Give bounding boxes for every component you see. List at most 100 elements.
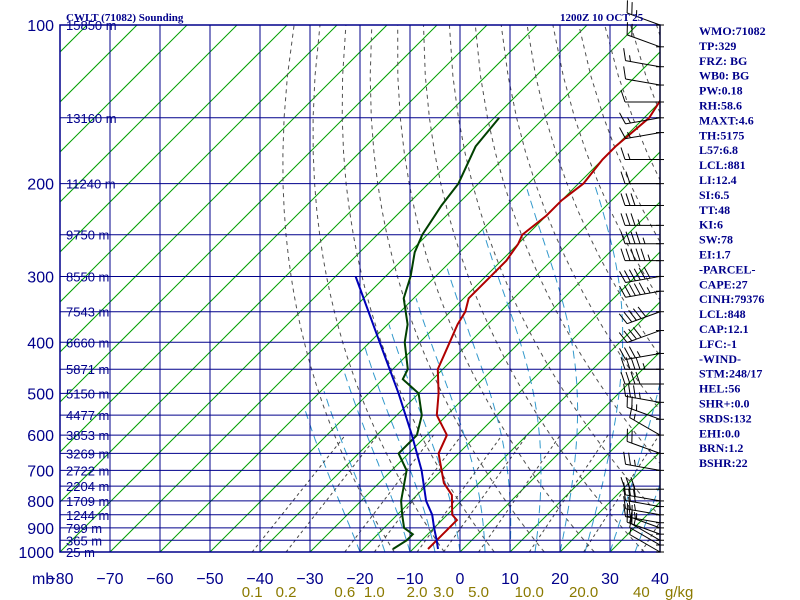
dry-adiabat — [578, 25, 660, 243]
wind-barb-flag — [620, 231, 626, 244]
pressure-tick-label: 600 — [27, 428, 54, 445]
dry-adiabat — [341, 25, 495, 552]
height-label: 15850 m — [66, 18, 117, 33]
pressure-tick-label: 200 — [27, 177, 54, 194]
temperature-tick-label: 30 — [601, 571, 619, 588]
wind-barb-half — [636, 351, 641, 358]
height-label: 7543 m — [66, 305, 109, 320]
mixing-ratio-line — [583, 434, 660, 552]
index-entry: CINH:79376 — [699, 292, 764, 306]
wind-barb-flag — [630, 371, 636, 385]
pressure-tick-label: 900 — [27, 521, 54, 538]
wind-barb-flag — [630, 477, 636, 490]
mixing-ratio-line — [285, 434, 379, 552]
temperature-tick-label: 10 — [501, 571, 519, 588]
wind-barb-flag — [619, 112, 626, 125]
dry-adiabat — [760, 25, 800, 552]
moist-adiabat — [526, 189, 579, 552]
wind-barb-flag — [635, 231, 641, 244]
index-entry: STM:248/17 — [699, 367, 762, 381]
wind-barb-half — [629, 528, 632, 535]
isotherm — [409, 301, 660, 552]
wind-barb-flag — [619, 271, 626, 283]
wind-barb-flag — [623, 383, 627, 397]
mixing-ratio-line — [373, 434, 463, 552]
index-entry: SI:6.5 — [699, 188, 729, 202]
index-entry: SRDS:132 — [699, 411, 752, 425]
index-entry: BSHR:22 — [699, 456, 748, 470]
wind-barb-flag — [623, 48, 627, 61]
height-label: 1244 m — [66, 508, 109, 523]
wind-barb-flag — [633, 283, 641, 295]
temperature-tick-label: −20 — [346, 571, 373, 588]
wind-barb-flag — [628, 310, 637, 321]
wind-barb-flag — [623, 504, 627, 517]
wind-barb-half — [642, 237, 646, 244]
index-entry: KI:6 — [699, 218, 723, 232]
temperature-tick-label: 0 — [456, 571, 465, 588]
temperature-trace — [427, 99, 660, 550]
moist-adiabat — [323, 390, 386, 552]
wind-barb-half — [642, 363, 646, 370]
index-entry: WMO:71082 — [699, 24, 766, 38]
wind-barb-flag — [632, 327, 642, 338]
wind-barb-flag — [628, 384, 631, 398]
wind-barb-flag — [638, 282, 646, 295]
temperature-tick-label: 40 — [651, 571, 669, 588]
mixing-ratio-label: 40 — [633, 584, 650, 600]
wind-barb-flag — [628, 346, 636, 359]
height-label: 3853 m — [66, 428, 109, 443]
wind-barb-half — [647, 254, 651, 261]
wind-barb-flag — [625, 371, 631, 385]
dry-adiabat — [397, 25, 595, 552]
wind-barb-flag — [620, 477, 626, 490]
wind-barb-half — [633, 518, 636, 526]
wind-barb-flag — [635, 357, 641, 370]
mixing-ratio-label: 5.0 — [468, 584, 489, 600]
height-label: 1709 m — [66, 494, 109, 509]
wind-barb-flag — [623, 330, 633, 342]
sounding-traces — [354, 99, 660, 550]
background-lines — [60, 25, 800, 552]
pressure-tick-label: 400 — [27, 335, 54, 352]
index-entry: TP:329 — [699, 39, 736, 53]
wind-barb — [629, 417, 661, 436]
temperature-tick-label: −10 — [396, 571, 423, 588]
isotherm — [509, 401, 660, 552]
wind-barb-flag — [623, 311, 633, 323]
index-entry: RH:58.6 — [699, 99, 742, 113]
wind-barb-flag — [619, 285, 626, 298]
height-label: 5871 m — [66, 362, 109, 377]
wind-barb-flag — [623, 496, 627, 509]
wind-barb — [629, 522, 661, 541]
temperature-tick-label: −40 — [246, 571, 273, 588]
isotherm — [559, 451, 660, 552]
wind-barb — [626, 330, 661, 343]
wind-barb-half — [633, 413, 636, 421]
height-label: 6660 m — [66, 335, 109, 350]
height-label: 5150 m — [66, 386, 109, 401]
dry-adiabat — [552, 25, 660, 301]
wind-barb — [625, 463, 661, 471]
wind-barb-flag — [630, 248, 636, 261]
isotherm — [60, 25, 238, 203]
isotherm — [209, 101, 660, 552]
moist-adiabat — [415, 298, 486, 552]
mixing-ratio-label: 1.0 — [364, 584, 385, 600]
wind-barb-flag — [630, 231, 636, 244]
height-label: 2204 m — [66, 479, 109, 494]
pressure-tick-label: 300 — [27, 269, 54, 286]
wind-barb — [625, 132, 661, 140]
isotherm — [60, 25, 438, 403]
isotherm — [309, 201, 660, 552]
isotherm — [60, 25, 188, 153]
mixing-ratio-label: 20.0 — [569, 584, 598, 600]
height-label: 13160 m — [66, 111, 117, 126]
chart-title: CWLT (71082) Sounding — [66, 12, 184, 24]
isotherm — [60, 25, 488, 453]
wind-barb-flag — [628, 269, 636, 282]
wind-barb-flag — [635, 248, 641, 261]
wind-barb-flag — [620, 193, 626, 206]
wind-barb — [625, 117, 661, 125]
